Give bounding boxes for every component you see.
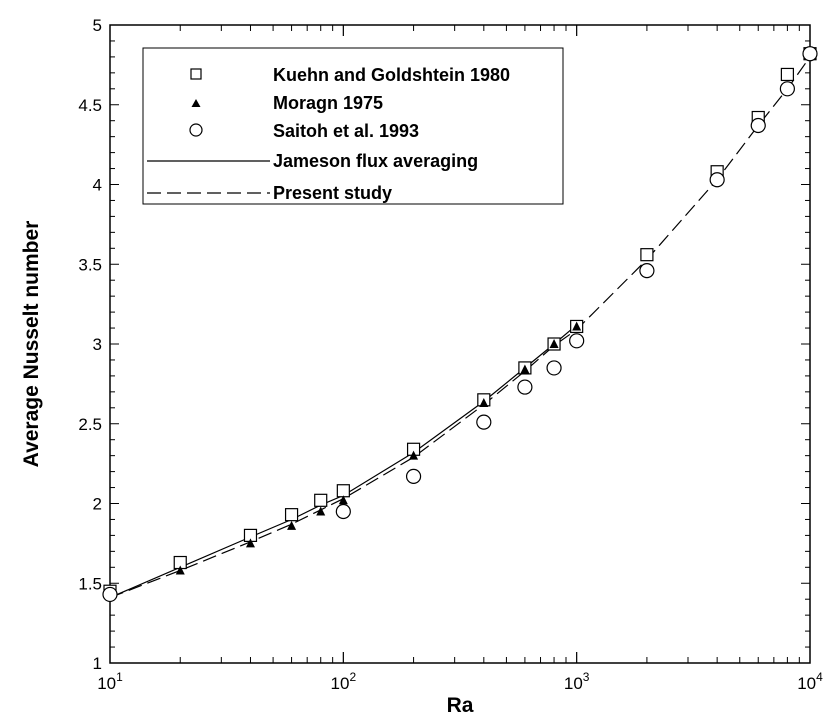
y-tick-label: 3.5 [78,255,102,274]
point-triangle [175,565,185,575]
point-triangle [245,538,255,548]
x-axis-title: Ra [447,694,474,717]
point-triangle [338,495,348,505]
point-circle [802,46,818,62]
point-circle [639,263,655,279]
point-circle [569,333,585,349]
point-triangle [409,450,419,460]
legend-label-saitoh: Saitoh et al. 1993 [273,121,419,141]
point-triangle [316,506,326,516]
x-tick-label: 104 [797,670,823,693]
y-tick-label: 2 [93,495,102,514]
point-triangle [520,364,530,374]
point-circle [476,414,492,430]
y-tick-label: 1 [93,654,102,673]
legend-label-kuehn: Kuehn and Goldshtein 1980 [273,65,510,85]
legend-label-present: Present study [273,183,392,203]
point-circle [405,468,422,484]
point-square [284,508,299,522]
legend-box [142,47,564,205]
y-tick-label: 4 [93,176,102,195]
series-line-present-study [109,56,811,599]
y-tick-label: 2.5 [78,415,102,434]
point-circle [517,379,533,395]
point-circle [779,81,795,97]
x-tick-label: 102 [331,670,357,693]
legend: Kuehn and Goldshtein 1980 Moragn 1975 Sa… [142,47,564,205]
y-axis: 1 1.5 2 2.5 3 3.5 4 4.5 5 [78,16,810,673]
x-axis: 101 102 103 104 [97,25,823,693]
point-square [314,493,328,507]
point-square [780,67,794,82]
legend-marker-triangle [191,99,201,107]
x-tick-label: 103 [564,670,590,693]
y-tick-label: 3 [93,335,102,354]
legend-label-moragn: Moragn 1975 [273,93,383,113]
series-layer [102,46,818,603]
point-circle [335,503,351,520]
point-circle [546,360,562,376]
point-triangle [479,398,489,408]
point-square [336,484,350,498]
y-tick-label: 5 [93,16,102,35]
point-square [640,248,654,262]
point-circle [750,117,766,134]
legend-marker-square [190,68,202,80]
x-tick-label: 101 [97,670,123,693]
y-tick-label: 4.5 [78,96,102,115]
point-circle [102,586,118,603]
legend-marker-circle [189,123,203,137]
point-circle [709,172,725,188]
y-tick-label: 1.5 [78,574,102,593]
point-triangle [572,321,582,331]
legend-label-jameson: Jameson flux averaging [273,151,478,171]
y-axis-title: Average Nusselt number [20,221,43,468]
point-triangle [549,339,559,348]
point-triangle [287,520,297,530]
